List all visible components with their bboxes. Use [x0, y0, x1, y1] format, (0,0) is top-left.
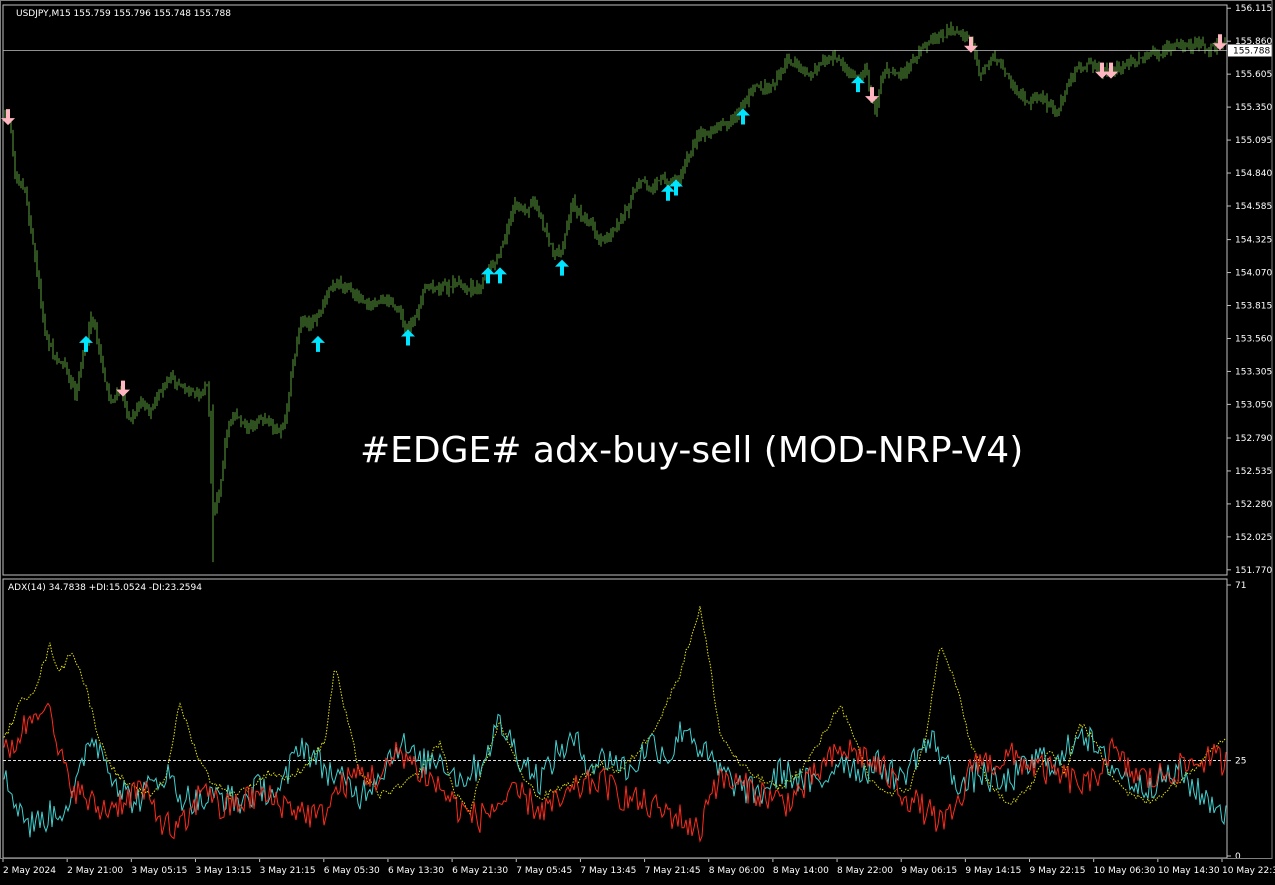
adx-tick-label: 0 — [1235, 852, 1241, 862]
sell-arrow-icon — [1, 109, 15, 126]
time-tick-label: 9 May 14:15 — [965, 866, 1021, 876]
time-tick-label: 3 May 05:15 — [131, 866, 187, 876]
price-tick-label: 155.350 — [1235, 103, 1272, 113]
buy-arrow-icon — [311, 335, 325, 352]
buy-arrow-icon — [79, 335, 93, 352]
time-tick-label: 6 May 13:30 — [388, 866, 444, 876]
price-panel[interactable]: 156.115 155.860 155.605 155.350 155.095 154.8… — [1, 4, 1272, 576]
time-tick-label: 8 May 06:00 — [709, 866, 765, 876]
time-tick-label: 10 May 14:30 — [1158, 866, 1220, 876]
symbol-ohlc-label: USDJPY,M15 155.759 155.796 155.748 155.7… — [16, 9, 231, 19]
price-tick-label: 151.770 — [1235, 566, 1272, 576]
price-tick-label: 152.790 — [1235, 434, 1272, 444]
time-tick-label: 6 May 05:30 — [324, 866, 380, 876]
price-panel-frame — [2, 4, 1228, 576]
time-tick-label: 9 May 06:15 — [901, 866, 957, 876]
price-tick-label: 156.115 — [1235, 4, 1272, 14]
current-price-label: 155.788 — [1233, 46, 1270, 56]
plus-di-line — [3, 713, 1227, 838]
price-tick-label: 153.560 — [1235, 334, 1272, 344]
time-tick-label: 6 May 21:30 — [452, 866, 508, 876]
price-tick-label: 153.815 — [1235, 302, 1272, 312]
time-tick-label: 3 May 13:15 — [195, 866, 251, 876]
adx-indicator-label: ADX(14) 34.7838 +DI:15.0524 -DI:23.2594 — [8, 583, 202, 593]
price-tick-label: 154.585 — [1235, 202, 1272, 212]
buy-arrow-icon — [669, 179, 683, 196]
buy-arrow-icon — [493, 267, 507, 284]
price-tick-label: 154.840 — [1235, 169, 1272, 179]
price-tick-label: 154.070 — [1235, 269, 1272, 279]
time-tick-label: 3 May 21:15 — [260, 866, 316, 876]
time-tick-label: 10 May 22:30 — [1222, 866, 1275, 876]
sell-arrow-icon — [865, 87, 879, 104]
current-price-box — [1228, 44, 1272, 57]
price-tick-label: 152.280 — [1235, 500, 1272, 510]
candles — [4, 21, 1226, 563]
price-tick-label: 155.095 — [1235, 136, 1272, 146]
time-tick-label: 2 May 21:00 — [67, 866, 123, 876]
buy-arrow-icon — [736, 108, 750, 125]
buy-arrow-icon — [661, 184, 675, 201]
time-axis: 2 May 2024 2 May 21:00 3 May 05:15 3 May 13… — [2, 858, 1275, 876]
price-tick-label: 155.605 — [1235, 70, 1272, 80]
buy-arrow-icon — [555, 259, 569, 276]
sell-arrow-icon — [964, 36, 978, 53]
price-tick-label: 154.325 — [1235, 236, 1272, 246]
buy-arrow-icon — [401, 329, 415, 346]
watermark-title: #EDGE# adx-buy-sell (MOD-NRP-V4) — [360, 430, 1023, 471]
adx-line — [3, 606, 1227, 816]
time-tick-label: 9 May 22:15 — [1030, 866, 1086, 876]
price-tick-label: 153.050 — [1235, 400, 1272, 410]
time-tick-label: 2 May 2024 — [3, 866, 56, 876]
adx-tick-label: 25 — [1235, 757, 1246, 767]
adx-tick-label: 71 — [1235, 581, 1246, 591]
sell-arrow-icon — [1095, 62, 1109, 79]
sell-arrow-icon — [116, 380, 130, 397]
price-tick-label: 153.305 — [1235, 367, 1272, 377]
time-tick-label: 10 May 06:30 — [1094, 866, 1156, 876]
sell-arrow-icon — [1104, 62, 1118, 79]
window-frame — [0, 0, 1273, 859]
sell-arrow-icon — [1213, 34, 1227, 51]
time-tick-label: 8 May 22:00 — [837, 866, 893, 876]
price-tick-label: 155.860 — [1235, 37, 1272, 47]
time-tick-label: 7 May 05:45 — [516, 866, 572, 876]
time-tick-label: 7 May 21:45 — [645, 866, 701, 876]
buy-arrow-icon — [481, 267, 495, 284]
price-tick-label: 152.025 — [1235, 533, 1272, 543]
price-tick-label: 152.535 — [1235, 467, 1272, 477]
buy-arrow-icon — [851, 76, 865, 93]
time-tick-label: 8 May 14:00 — [773, 866, 829, 876]
minus-di-line — [3, 702, 1227, 843]
time-tick-label: 7 May 13:45 — [580, 866, 636, 876]
